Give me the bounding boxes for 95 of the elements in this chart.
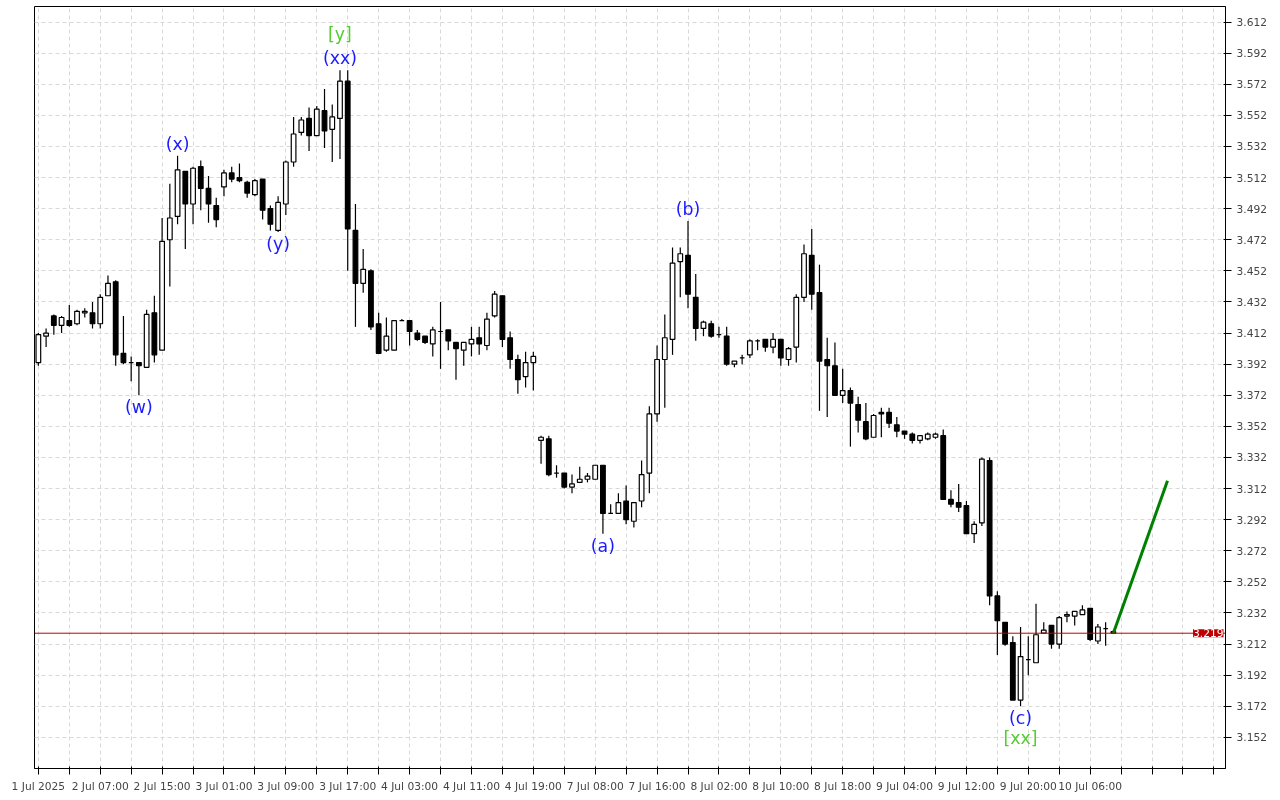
candlestick — [213, 197, 220, 228]
candlestick — [677, 246, 684, 298]
annotation: (b) — [675, 199, 701, 220]
candlestick — [406, 320, 413, 347]
x-tick-label: 4 Jul 03:00 — [381, 779, 439, 793]
x-tick-label: 4 Jul 11:00 — [442, 779, 501, 793]
candlestick — [824, 337, 831, 418]
candlestick — [135, 362, 142, 396]
x-tick-label: 8 Jul 02:00 — [690, 779, 748, 793]
ref-line-label: 3.219 — [1192, 627, 1224, 641]
y-tick-label: 3.272 — [1236, 544, 1268, 558]
annotation: (y) — [266, 233, 291, 254]
x-tick-label: 9 Jul 12:00 — [937, 779, 996, 793]
x-tick-label: 3 Jul 09:00 — [257, 779, 315, 793]
annotation: (xx) — [322, 48, 357, 69]
candlestick — [893, 416, 900, 438]
candlestick — [453, 341, 459, 381]
annotation: (a) — [590, 535, 615, 556]
candlestick — [615, 492, 622, 515]
candlestick — [360, 248, 367, 294]
y-tick-label: 3.612 — [1236, 16, 1268, 30]
candlestick — [329, 103, 336, 163]
x-tick-label: 8 Jul 18:00 — [814, 779, 872, 793]
candlestick — [971, 520, 978, 544]
x-tick-label: 7 Jul 16:00 — [628, 779, 686, 793]
candlestick — [507, 330, 514, 370]
annotation: (x) — [165, 133, 190, 154]
candlestick — [862, 402, 869, 441]
annotation: (w) — [125, 397, 153, 418]
candlestick — [43, 327, 50, 348]
candlestick — [514, 354, 521, 395]
y-tick-label: 3.412 — [1236, 327, 1268, 341]
candlestick — [50, 313, 57, 336]
x-tick-label: 4 Jul 19:00 — [504, 779, 563, 793]
y-tick-label: 3.512 — [1236, 171, 1268, 185]
candlestick — [530, 351, 537, 392]
y-tick-label: 3.372 — [1236, 389, 1268, 403]
candlestick — [221, 169, 227, 197]
y-tick-label: 3.212 — [1236, 638, 1268, 652]
y-tick-label: 3.252 — [1236, 575, 1268, 589]
candlestick — [870, 413, 877, 438]
candlestick — [948, 489, 954, 508]
candlestick — [770, 332, 776, 354]
x-tick-label: 9 Jul 04:00 — [875, 779, 934, 793]
candlestick — [298, 116, 305, 137]
x-tick-label: 8 Jul 10:00 — [752, 779, 810, 793]
x-tick-label: 3 Jul 17:00 — [319, 779, 377, 793]
y-tick-label: 3.432 — [1236, 295, 1268, 309]
candlestick — [746, 338, 753, 359]
x-tick-label: 1 Jul 2025 — [11, 779, 66, 793]
candlestick — [306, 106, 312, 152]
candlestick — [476, 326, 483, 356]
candlestick — [105, 274, 111, 297]
candlestick — [878, 407, 885, 438]
candlestick — [197, 159, 204, 211]
y-tick-label: 3.292 — [1236, 513, 1268, 527]
candlestick — [522, 351, 529, 389]
y-tick-label: 3.552 — [1236, 109, 1268, 123]
candlestick — [661, 313, 668, 409]
x-tick-label: 2 Jul 15:00 — [133, 779, 191, 793]
candlestick — [166, 183, 173, 288]
y-tick-label: 3.192 — [1236, 669, 1268, 683]
x-tick-label: 10 Jul 06:00 — [1058, 779, 1123, 793]
y-tick-label: 3.492 — [1236, 202, 1268, 216]
candlestick — [445, 329, 452, 351]
candlestick — [1064, 610, 1070, 623]
y-tick-label: 3.532 — [1236, 140, 1268, 154]
y-tick-label: 3.312 — [1236, 482, 1268, 496]
y-tick-label: 3.352 — [1236, 420, 1268, 434]
candlestick — [623, 484, 630, 525]
candlestick — [855, 396, 862, 434]
y-tick-label: 3.572 — [1236, 78, 1268, 92]
y-tick-label: 3.592 — [1236, 47, 1268, 61]
candlestick — [429, 326, 436, 357]
y-tick-label: 3.232 — [1236, 606, 1268, 620]
candlestick — [569, 473, 575, 494]
x-tick-label: 9 Jul 20:00 — [999, 779, 1058, 793]
candlestick — [777, 338, 784, 367]
x-tick-label: 7 Jul 08:00 — [566, 779, 624, 793]
y-tick-label: 3.332 — [1236, 451, 1268, 465]
candlestick — [886, 407, 892, 429]
annotation: [y] — [328, 24, 352, 45]
y-tick-label: 3.472 — [1236, 233, 1268, 247]
x-tick-label: 2 Jul 07:00 — [71, 779, 130, 793]
y-tick-label: 3.452 — [1236, 264, 1268, 278]
candlestick — [1094, 623, 1101, 645]
y-tick-label: 3.152 — [1236, 731, 1268, 745]
candlestick — [630, 501, 637, 529]
candlestick — [538, 435, 544, 465]
candlestick — [785, 346, 792, 367]
y-tick-label: 3.392 — [1236, 358, 1268, 372]
annotation: (c) — [1009, 708, 1033, 729]
x-tick-label: 3 Jul 01:00 — [195, 779, 253, 793]
annotation: [xx] — [1003, 728, 1038, 749]
y-tick-label: 3.172 — [1236, 700, 1268, 714]
